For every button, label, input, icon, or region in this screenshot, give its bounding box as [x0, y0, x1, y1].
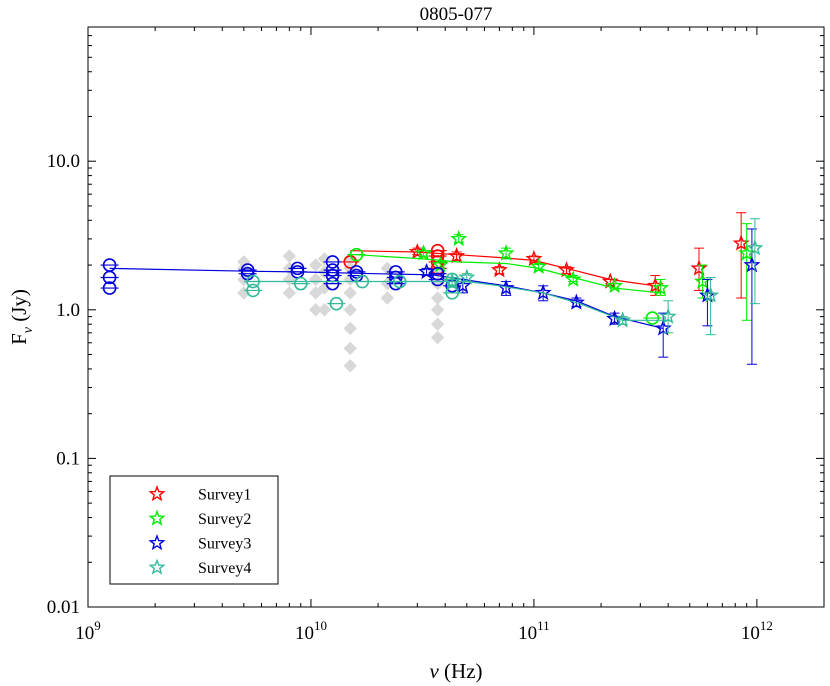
legend-box — [109, 475, 279, 585]
series-survey2 — [347, 223, 756, 325]
y-tick-label: 0.01 — [47, 597, 80, 618]
background-point — [343, 286, 357, 300]
star-point — [690, 259, 708, 276]
star-point — [443, 272, 461, 289]
circle-point — [293, 276, 308, 291]
star-point — [746, 239, 764, 256]
axis-ticks: 109 1010 1011 1012 0.01 0.1 1.0 10.0 — [47, 26, 825, 644]
legend-marker — [148, 558, 166, 575]
background-point — [343, 303, 357, 317]
background-point — [343, 359, 357, 373]
background-point — [430, 291, 445, 305]
background-point — [282, 272, 297, 287]
legend-label: Survey2 — [198, 511, 251, 528]
background-point — [282, 249, 297, 263]
background-point — [308, 286, 323, 300]
star-point — [454, 276, 472, 294]
legend: Survey1 Survey2 Survey3 Survey4 — [109, 475, 279, 585]
circle-point — [102, 270, 117, 285]
star-point — [525, 249, 543, 267]
star-point — [418, 262, 436, 280]
star-point — [557, 261, 576, 278]
chart-title: 0805-077 — [420, 4, 493, 25]
background-point — [380, 291, 395, 305]
background-point — [317, 303, 332, 317]
circle-point — [392, 274, 407, 289]
circle-point — [246, 274, 260, 289]
star-point — [415, 244, 433, 261]
background-point — [430, 330, 445, 345]
circle-point — [355, 274, 370, 289]
legend-marker — [148, 509, 166, 526]
legend-label: Survey3 — [198, 536, 251, 553]
circle-point — [329, 296, 344, 311]
background-point — [308, 272, 323, 287]
star-point — [652, 279, 670, 296]
series-line — [356, 254, 661, 294]
background-point — [430, 317, 445, 331]
series-line — [253, 280, 669, 321]
circle-point — [645, 311, 660, 325]
background-point — [430, 303, 445, 317]
legend-label: Survey4 — [198, 560, 251, 577]
background-point — [282, 286, 297, 300]
background-point — [343, 321, 357, 336]
circle-point — [325, 255, 340, 269]
circle-point — [240, 263, 255, 277]
star-point — [614, 311, 632, 328]
circle-point — [290, 261, 305, 276]
star-point — [534, 283, 552, 301]
star-point — [702, 286, 720, 303]
series-survey4 — [244, 218, 764, 336]
star-point — [564, 270, 582, 287]
y-tick-label: 10.0 — [47, 151, 80, 172]
circle-point — [349, 265, 364, 279]
background-point — [308, 258, 323, 272]
star-point — [458, 268, 476, 285]
x-axis-label: ν (Hz) — [429, 659, 482, 683]
y-tick-label: 0.1 — [56, 448, 80, 469]
circle-point — [246, 283, 260, 298]
circle-point — [445, 286, 459, 300]
star-point — [497, 244, 515, 261]
star-point — [450, 229, 468, 247]
star-point — [732, 234, 750, 251]
series-layer — [100, 212, 764, 365]
star-point — [659, 307, 677, 324]
legend-marker — [148, 534, 166, 551]
background-point — [308, 303, 323, 317]
legend-marker — [148, 485, 166, 502]
star-point — [530, 257, 548, 274]
x-tick-label: 109 — [75, 618, 101, 644]
background-point — [237, 255, 251, 269]
star-point — [490, 261, 508, 278]
circle-point — [349, 247, 364, 262]
star-point — [743, 256, 761, 273]
circle-point — [325, 276, 340, 291]
y-tick-label: 1.0 — [56, 300, 80, 321]
x-tick-label: 1011 — [518, 618, 550, 644]
x-tick-label: 1010 — [295, 618, 327, 644]
background-point — [343, 341, 357, 356]
legend-label: Survey1 — [198, 487, 251, 504]
circle-point — [102, 281, 117, 295]
star-point — [567, 293, 585, 310]
star-point — [448, 247, 466, 264]
x-tick-label: 1012 — [741, 618, 773, 644]
star-point — [606, 276, 624, 294]
